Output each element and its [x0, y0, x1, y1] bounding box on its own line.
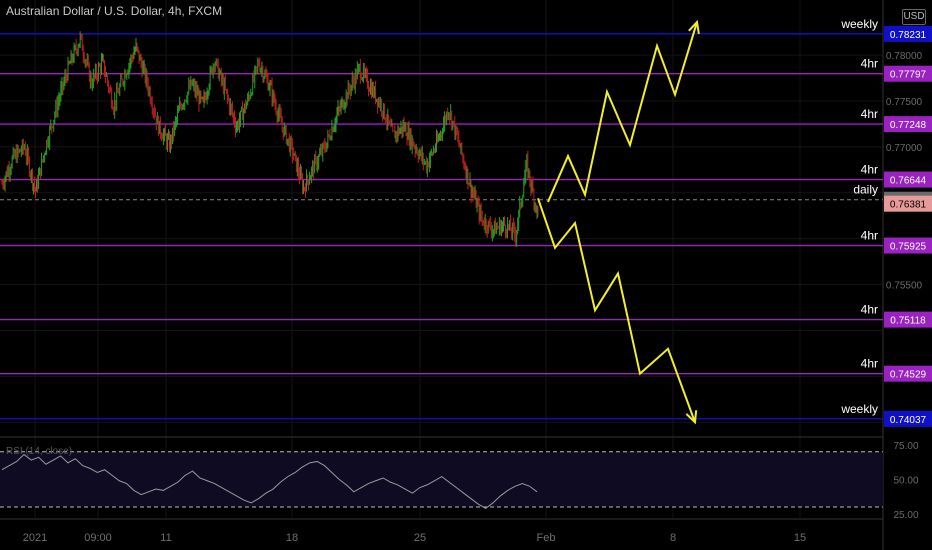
- level-price-tag: [884, 25, 932, 42]
- level-price-value: 0.75925: [890, 242, 927, 253]
- level-price-value: 0.75118: [890, 316, 926, 327]
- candles: [1, 31, 539, 247]
- time-tick-label: Feb: [537, 532, 556, 544]
- currency-button[interactable]: USD: [902, 9, 926, 25]
- current-price-value: 0.76381: [890, 200, 927, 211]
- level-price-value: 0.74529: [890, 370, 927, 381]
- level-price-tag: [884, 311, 932, 328]
- level-price-tag: [884, 365, 932, 382]
- price-axis[interactable]: 0.782310.777970.772480.766440.764240.759…: [884, 25, 932, 521]
- level-label: weekly: [840, 402, 878, 416]
- projection-arrowhead: [688, 19, 700, 35]
- level-label: 4hr: [861, 163, 878, 177]
- rsi-tick-label: 75.00: [893, 441, 918, 452]
- support-resistance-lines: weekly 4hr 4hr 4hr daily 4hr 4hr 4hr weekly: [0, 17, 883, 420]
- time-tick-label: 11: [160, 532, 171, 544]
- rsi-line: [1, 453, 538, 509]
- current-price-tag: [884, 195, 932, 212]
- rsi-tick-label: 50.00: [893, 475, 918, 486]
- level-price-tag: [884, 410, 932, 427]
- rsi-band-fill: [0, 451, 883, 507]
- rsi-pane: [0, 451, 883, 509]
- rsi-label: RSI (14, close): [6, 446, 73, 457]
- time-tick-label: 15: [794, 532, 806, 544]
- chart-title: Australian Dollar / U.S. Dollar, 4h, FXC…: [6, 4, 223, 18]
- projection-zigzag: [537, 197, 696, 423]
- level-price-value: 0.76644: [890, 176, 927, 187]
- time-tick-label: 2021: [23, 532, 47, 544]
- time-tick-label: 18: [286, 532, 298, 544]
- level-price-tag: [884, 171, 932, 188]
- level-price-value: 0.74037: [890, 415, 927, 426]
- level-label: 4hr: [861, 229, 878, 243]
- level-label: 4hr: [861, 357, 878, 371]
- projection-arrows: [537, 19, 700, 425]
- rsi-tick-label: 25.00: [893, 510, 918, 521]
- level-price-tag: [884, 237, 932, 254]
- level-label: 4hr: [861, 303, 878, 317]
- time-tick-label: 8: [670, 532, 676, 544]
- level-label: 4hr: [861, 57, 878, 71]
- level-label: weekly: [840, 17, 878, 31]
- price-tick-label: 0.75500: [886, 281, 923, 292]
- price-tick-label: 0.77000: [886, 143, 923, 154]
- level-label: 4hr: [861, 107, 878, 121]
- level-price-value: 0.77248: [890, 120, 927, 131]
- projection-arrowhead: [685, 410, 698, 425]
- level-price-tag: [884, 65, 932, 82]
- time-tick-label: 09:00: [84, 532, 112, 544]
- level-price-tag: [884, 116, 932, 133]
- level-label: daily: [853, 183, 878, 197]
- price-tick-label: 0.77500: [886, 97, 923, 108]
- grid: [0, 0, 884, 550]
- price-tick-label: 0.78000: [886, 51, 923, 62]
- level-price-value: 0.77797: [890, 70, 927, 81]
- time-tick-label: 25: [414, 532, 426, 544]
- projection-zigzag: [547, 21, 698, 203]
- time-axis[interactable]: 2021 09:00 11 18 25 Feb 8 15: [23, 532, 806, 544]
- level-price-value: 0.78231: [890, 30, 927, 41]
